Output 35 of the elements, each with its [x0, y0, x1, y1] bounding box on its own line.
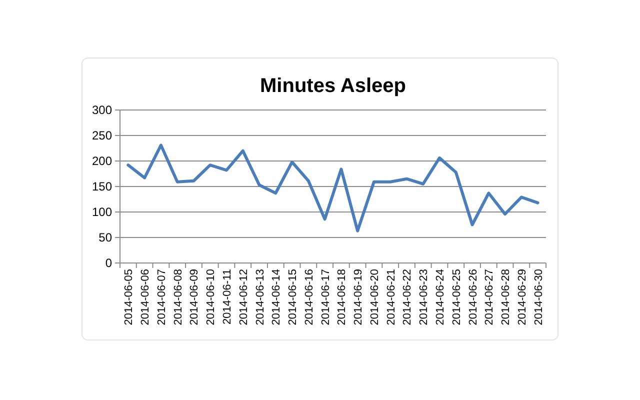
x-tick-label: 2014-06-05	[123, 269, 136, 326]
y-tick-label: 200	[92, 154, 112, 168]
x-tick-label: 2014-06-30	[532, 269, 545, 326]
x-tick-label: 2014-06-17	[320, 269, 332, 326]
y-tick-label: 250	[92, 128, 112, 143]
x-tick-label: 2014-06-29	[516, 269, 528, 326]
x-tick-label: 2014-06-13	[254, 269, 266, 326]
y-tick-label: 0	[105, 256, 112, 270]
x-tick-label: 2014-06-16	[303, 269, 316, 326]
x-tick-label: 2014-06-11	[222, 269, 234, 324]
x-tick-label: 2014-06-09	[188, 269, 201, 326]
x-tick-label: 2014-06-06	[140, 269, 152, 326]
y-tick-label: 300	[92, 103, 112, 118]
x-tick-label: 2014-06-26	[467, 269, 480, 326]
x-tick-label: 2014-06-10	[205, 269, 218, 326]
x-tick-label: 2014-06-08	[172, 269, 184, 326]
x-tick-label: 2014-06-15	[287, 269, 300, 326]
x-tick-label: 2014-06-20	[368, 269, 381, 326]
x-tick-label: 2014-06-22	[402, 269, 414, 326]
y-tick-label: 150	[92, 180, 112, 194]
chart-title: Minutes Asleep	[260, 75, 406, 97]
x-tick-label: 2014-06-23	[418, 269, 430, 326]
x-tick-label: 2014-06-14	[270, 269, 283, 326]
y-tick-label: 100	[92, 205, 112, 220]
x-tick-label: 2014-06-28	[500, 269, 512, 326]
x-tick-label: 2014-06-19	[352, 269, 365, 326]
x-tick-label: 2014-06-07	[156, 269, 168, 326]
x-tick-label: 2014-06-18	[336, 269, 348, 326]
x-tick-label: 2014-06-25	[450, 269, 463, 326]
y-tick-label: 50	[98, 230, 112, 245]
x-tick-label: 2014-06-27	[484, 269, 496, 326]
x-tick-label: 2014-06-21	[385, 269, 398, 326]
line-series	[126, 144, 540, 232]
x-tick-label: 2014-06-12	[238, 269, 250, 326]
x-tick-label: 2014-06-24	[434, 269, 446, 326]
